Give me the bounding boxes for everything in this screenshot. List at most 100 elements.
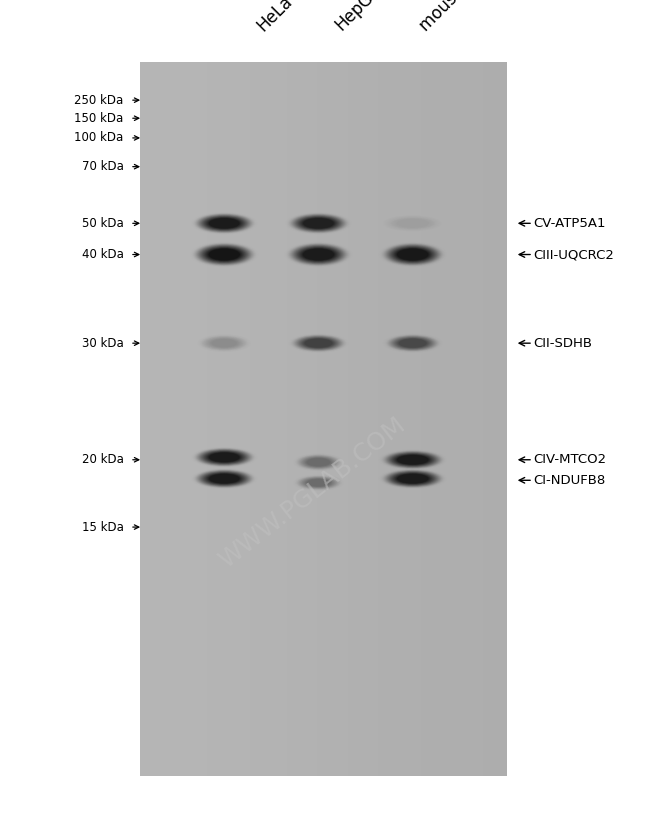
Ellipse shape [394, 337, 432, 349]
Ellipse shape [397, 249, 428, 260]
Ellipse shape [201, 336, 248, 351]
Ellipse shape [307, 479, 330, 486]
Ellipse shape [296, 336, 341, 351]
Ellipse shape [303, 456, 334, 468]
Ellipse shape [384, 451, 442, 469]
Ellipse shape [296, 336, 341, 351]
Ellipse shape [294, 215, 343, 232]
Ellipse shape [291, 214, 346, 232]
Ellipse shape [302, 456, 335, 468]
Ellipse shape [200, 450, 248, 465]
Ellipse shape [205, 217, 243, 230]
Bar [176, 62, 183, 776]
Ellipse shape [197, 214, 252, 232]
Ellipse shape [191, 242, 257, 267]
Ellipse shape [385, 245, 440, 264]
Ellipse shape [297, 246, 340, 263]
Ellipse shape [384, 244, 442, 265]
Ellipse shape [399, 339, 426, 347]
Ellipse shape [300, 456, 337, 469]
Bar [415, 62, 421, 776]
Bar [207, 62, 213, 776]
Ellipse shape [396, 474, 430, 484]
Text: HepG2: HepG2 [332, 0, 384, 34]
Ellipse shape [294, 336, 343, 351]
Ellipse shape [304, 479, 333, 487]
Ellipse shape [384, 334, 441, 352]
Ellipse shape [294, 454, 343, 470]
Ellipse shape [391, 336, 435, 351]
Text: HeLa: HeLa [254, 0, 296, 34]
Bar [439, 62, 446, 776]
Bar [219, 62, 226, 776]
Ellipse shape [393, 337, 433, 350]
Ellipse shape [302, 478, 335, 488]
Ellipse shape [393, 473, 432, 484]
Ellipse shape [294, 245, 343, 264]
Ellipse shape [390, 453, 436, 466]
Ellipse shape [391, 218, 435, 229]
Ellipse shape [296, 475, 341, 490]
Ellipse shape [392, 337, 434, 350]
Ellipse shape [298, 337, 339, 350]
Ellipse shape [299, 217, 338, 230]
Ellipse shape [386, 216, 439, 231]
Ellipse shape [196, 244, 253, 265]
Ellipse shape [389, 471, 437, 486]
Ellipse shape [387, 245, 439, 264]
Ellipse shape [294, 335, 343, 351]
Ellipse shape [390, 472, 436, 485]
Bar [360, 62, 366, 776]
Ellipse shape [384, 452, 441, 468]
Text: CI-NDUFB8: CI-NDUFB8 [533, 474, 605, 487]
Bar [458, 62, 464, 776]
Ellipse shape [393, 247, 432, 262]
Ellipse shape [300, 248, 337, 261]
Bar [470, 62, 476, 776]
Ellipse shape [207, 218, 242, 229]
Bar [421, 62, 428, 776]
Ellipse shape [393, 247, 433, 262]
Ellipse shape [209, 218, 240, 228]
Ellipse shape [198, 214, 251, 232]
Ellipse shape [302, 218, 335, 229]
Bar [335, 62, 342, 776]
Ellipse shape [294, 245, 343, 264]
Bar [158, 62, 164, 776]
Text: CII-SDHB: CII-SDHB [533, 337, 592, 350]
Bar [274, 62, 281, 776]
Ellipse shape [192, 213, 256, 234]
Ellipse shape [304, 457, 333, 467]
Ellipse shape [200, 245, 248, 264]
Ellipse shape [304, 478, 333, 488]
Ellipse shape [388, 471, 437, 486]
Bar [482, 62, 489, 776]
Ellipse shape [381, 215, 445, 232]
Ellipse shape [301, 477, 336, 488]
Ellipse shape [300, 477, 337, 488]
Ellipse shape [380, 450, 446, 470]
Ellipse shape [385, 470, 440, 487]
Ellipse shape [299, 247, 338, 262]
Ellipse shape [306, 458, 331, 466]
Ellipse shape [384, 470, 442, 488]
Ellipse shape [387, 335, 439, 351]
Ellipse shape [203, 246, 246, 263]
Ellipse shape [300, 217, 337, 230]
Ellipse shape [393, 472, 433, 485]
Ellipse shape [385, 216, 440, 231]
Ellipse shape [208, 474, 240, 484]
Bar [152, 62, 158, 776]
Ellipse shape [197, 470, 252, 487]
Ellipse shape [395, 337, 431, 349]
Bar [378, 62, 385, 776]
Ellipse shape [203, 472, 245, 485]
Ellipse shape [387, 452, 439, 468]
Ellipse shape [205, 247, 244, 262]
Bar [164, 62, 170, 776]
Ellipse shape [396, 219, 429, 227]
Ellipse shape [194, 447, 255, 467]
Ellipse shape [206, 248, 242, 261]
Bar [305, 62, 311, 776]
Ellipse shape [288, 213, 349, 234]
